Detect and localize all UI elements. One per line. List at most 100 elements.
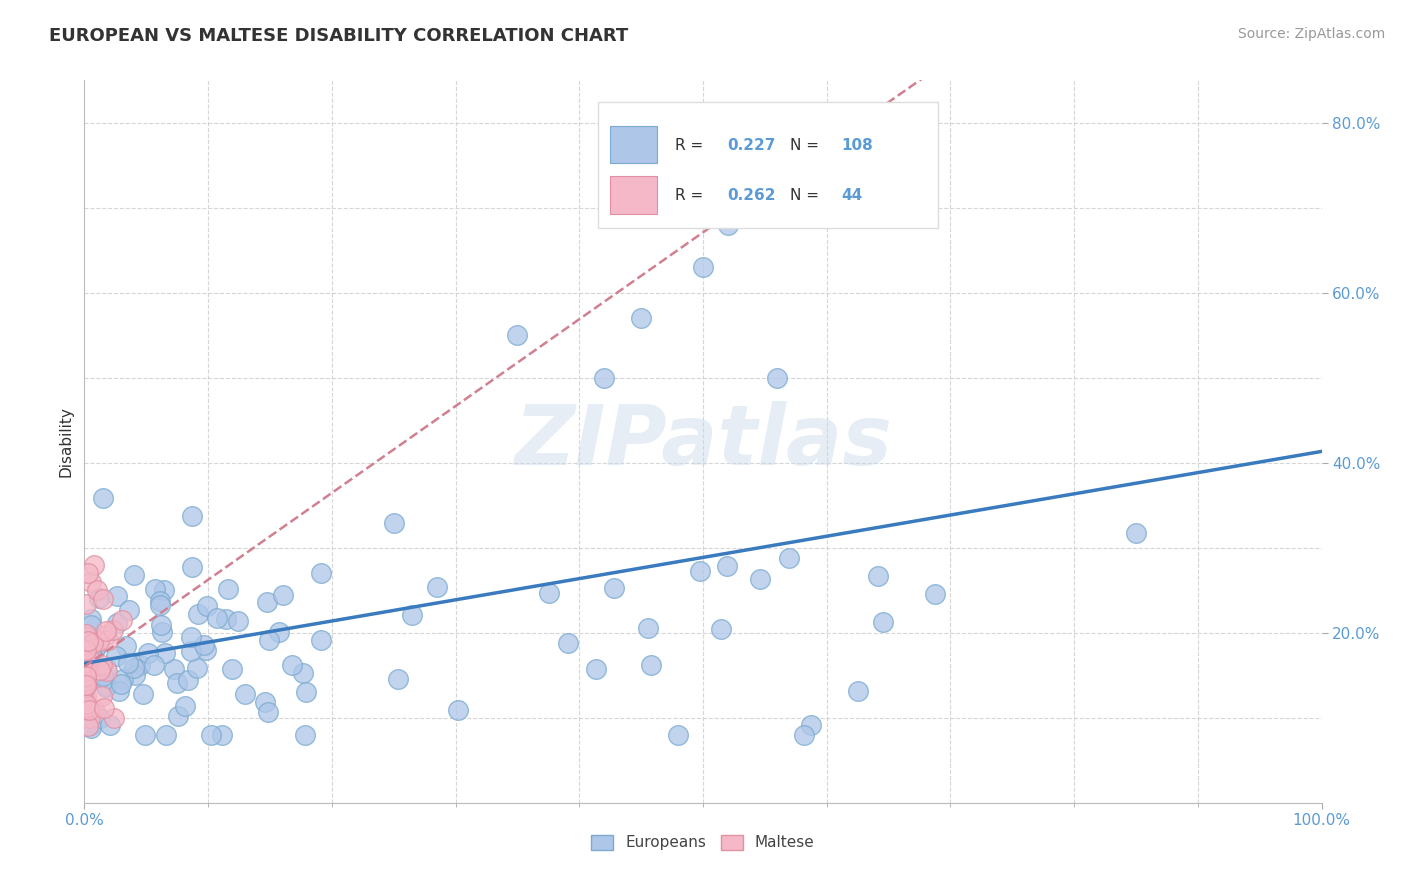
Point (111, 613, 134, 627)
Point (75, 699, 97, 714)
Point (79, 648, 101, 662)
Point (75, 697, 97, 711)
Point (136, 646, 159, 660)
Point (748, 572, 770, 586)
Point (593, 371, 616, 385)
Point (75, 630, 97, 644)
Point (79, 574, 101, 589)
Point (110, 677, 132, 691)
Point (83, 702, 105, 716)
Point (79, 711, 101, 725)
Point (79, 612, 101, 626)
Point (98, 717, 121, 731)
Point (76, 633, 98, 648)
Point (75, 677, 97, 691)
Point (79, 644, 101, 658)
Point (117, 602, 139, 616)
Point (292, 666, 315, 681)
Text: 0.227: 0.227 (728, 137, 776, 153)
Point (93, 701, 115, 715)
Point (666, 728, 689, 742)
Point (269, 624, 291, 639)
Point (90, 689, 112, 703)
Text: ZIPatlas: ZIPatlas (515, 401, 891, 482)
Point (111, 672, 134, 686)
Point (149, 594, 172, 608)
Text: R =: R = (675, 137, 707, 153)
Point (83, 558, 105, 572)
Point (800, 717, 823, 731)
Point (585, 662, 607, 676)
Point (115, 639, 138, 653)
Point (167, 709, 190, 723)
Point (103, 623, 125, 637)
Point (1125, 525, 1147, 540)
Point (75, 673, 97, 688)
Text: 108: 108 (842, 137, 873, 153)
Point (124, 660, 146, 674)
Point (117, 657, 139, 671)
Point (150, 624, 173, 639)
FancyBboxPatch shape (610, 126, 657, 163)
Point (717, 218, 740, 232)
Point (79, 630, 101, 644)
Point (94, 624, 117, 638)
Point (401, 607, 423, 622)
Point (215, 612, 238, 626)
Point (281, 658, 304, 673)
Point (924, 587, 946, 601)
Point (105, 616, 128, 631)
Point (79, 718, 101, 732)
Text: Source: ZipAtlas.com: Source: ZipAtlas.com (1237, 27, 1385, 41)
Point (256, 705, 278, 719)
Point (75, 643, 97, 657)
Point (149, 599, 172, 613)
Point (257, 633, 280, 648)
Point (872, 615, 894, 630)
Point (382, 516, 405, 530)
Point (76, 702, 98, 716)
Point (132, 687, 155, 701)
Point (75, 669, 97, 683)
Point (174, 698, 197, 713)
Point (271, 588, 294, 602)
Point (689, 564, 711, 578)
Point (83, 644, 105, 658)
Point (205, 611, 228, 625)
Point (155, 728, 177, 742)
Point (77, 566, 100, 581)
FancyBboxPatch shape (610, 177, 657, 214)
Point (211, 728, 233, 742)
Point (75, 664, 97, 678)
Point (295, 684, 318, 698)
Point (79, 618, 101, 632)
Point (868, 568, 890, 582)
Point (226, 614, 249, 628)
Point (75, 627, 97, 641)
Point (537, 586, 560, 600)
Point (447, 702, 470, 716)
Text: N =: N = (790, 137, 824, 153)
Point (710, 623, 733, 637)
Point (163, 662, 186, 676)
Point (84, 639, 107, 653)
Point (124, 667, 146, 681)
Point (89, 591, 111, 605)
Point (841, 184, 863, 198)
Point (200, 728, 222, 742)
Point (166, 676, 188, 690)
Point (195, 599, 218, 613)
Point (75, 678, 97, 692)
Point (96, 664, 118, 678)
Point (75, 640, 97, 655)
Point (692, 260, 714, 275)
Point (143, 657, 166, 672)
Point (91, 669, 114, 683)
Point (311, 632, 333, 647)
Point (129, 657, 152, 672)
Point (176, 673, 198, 688)
Point (778, 551, 800, 566)
Point (233, 687, 256, 701)
Point (256, 595, 278, 609)
Point (309, 566, 332, 581)
